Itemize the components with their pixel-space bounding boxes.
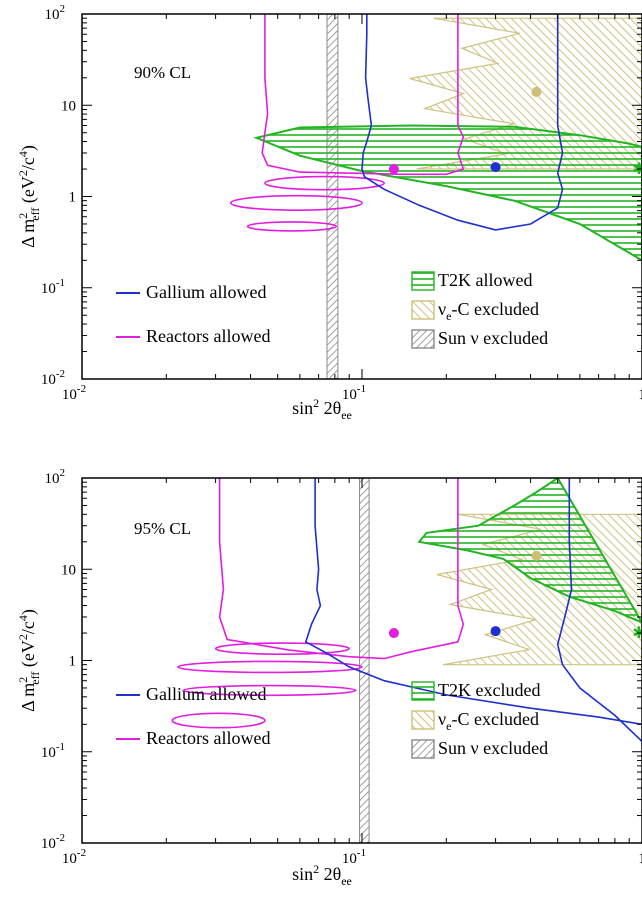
legend-swatch-t2k [411,681,435,701]
legend-swatch-nuc [411,710,435,730]
legend-label: Sun ν excluded [438,328,548,348]
reactor-island-2 [182,684,357,697]
reactor-island-2 [246,221,338,232]
gallium-allowed-curve [304,478,642,726]
legend-swatch-t2k [411,271,435,291]
reactor-island-0 [264,175,385,191]
legend-label: Sun ν excluded [438,738,548,758]
y-tick-label: 102 [45,3,66,23]
gallium-allowed-curve-2 [556,478,642,742]
x-tick-label: 10-1 [342,847,366,867]
x-axis-label: sin2 2θee [292,862,352,888]
legend-label: Reactors allowed [146,326,270,346]
plot-area: ✱ [230,14,642,379]
legend-swatch-sun [411,739,435,759]
legend-label: Gallium allowed [146,684,266,704]
best-fit-point-0 [388,164,399,175]
reactor-island-3 [171,712,266,729]
best-fit-point-1 [490,626,501,637]
x-tick-label: 10-2 [62,383,86,403]
legend-label: νe-C excluded [438,299,539,323]
gallium-allowed-curve [361,14,564,231]
cl-annotation: 90% CL [134,63,191,82]
reactor-island-0 [214,642,350,655]
y-tick-label: 10 [61,98,76,114]
x-tick-label: 1 [638,851,642,867]
axis-ticks [81,477,642,844]
cl-annotation: 95% CL [134,519,191,538]
y-tick-label: 10 [61,562,76,578]
legend-label: νe-C excluded [438,709,539,733]
legend-label: T2K allowed [438,270,532,290]
x-tick-label: 1 [638,387,642,403]
panel-90cl: ✱ 10-2 10-1 1 10-2 10-1 1 10 102 sin2 2θee Δ m2eff… [16,3,642,422]
y-axis-label: Δ m2eff (eV2/c4) [16,609,42,712]
best-fit-point-2 [531,550,542,561]
best-fit-point-1 [490,162,501,173]
y-tick-label: 10-1 [41,277,65,297]
x-axis-label: sin2 2θee [292,396,352,422]
t2k-region [253,124,642,262]
y-tick-label: 10-1 [41,741,65,761]
sun-excluded-band [359,478,370,843]
y-tick-label: 1 [69,190,77,206]
reactors-allowed-curve [218,478,465,660]
panel-95cl: ✱ 10-2 10-1 1 10-2 10-1 1 10 102 sin2 2θee Δ m2eff… [16,467,642,888]
reactor-island-1 [230,194,363,211]
y-tick-label: 1 [69,654,77,670]
axis-ticks [81,13,642,380]
reactors-allowed-curve [261,14,465,176]
legend-swatch-sun [411,329,435,349]
legend-label: T2K excluded [438,680,540,700]
y-tick-label: 10-2 [41,832,65,852]
reactor-island-1 [177,660,363,674]
best-fit-point-2 [531,86,542,97]
plot-area: ✱ [171,478,642,843]
legend-label: Reactors allowed [146,728,270,748]
y-tick-label: 102 [45,467,66,487]
x-tick-label: 10-2 [62,847,86,867]
best-fit-point-0 [388,628,399,639]
legend-label: Gallium allowed [146,282,266,302]
legend-swatch-nuc [411,300,435,320]
x-tick-label: 10-1 [342,383,366,403]
y-axis-label: Δ m2eff (eV2/c4) [16,145,42,248]
y-tick-label: 10-2 [41,368,65,388]
